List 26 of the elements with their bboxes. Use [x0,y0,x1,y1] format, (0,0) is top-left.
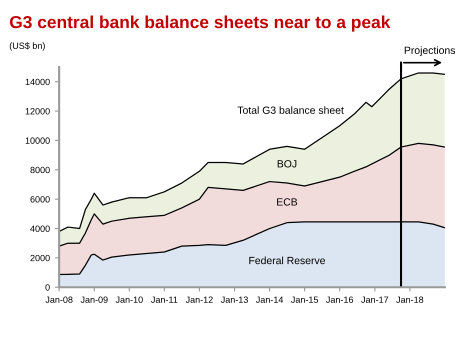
series-label: Federal Reserve [249,256,326,264]
annotation: Total G3 balance sheet [238,106,344,114]
x-tick-label: Jan-09 [80,296,108,303]
y-tick-label: 14000 [26,78,50,86]
x-tick-label: Jan-17 [361,296,388,303]
y-tick-label: 2000 [30,254,50,262]
x-tick-label: Jan-10 [116,296,143,303]
y-tick-label: 8000 [30,166,50,174]
y-tick-label: 0 [45,284,50,291]
x-tick-label: Jan-11 [151,296,178,303]
series-label: BOJ [278,160,296,168]
x-tick-label: Jan-14 [256,296,284,303]
x-tick-label: Jan-08 [45,296,73,303]
x-tick-label: Jan-18 [396,296,424,303]
series-label: ECB [277,198,298,206]
x-tick-label: Jan-15 [290,296,318,303]
chart-title: G3 central bank balance sheets near to a peak [10,15,390,32]
x-tick-label: Jan-13 [220,296,248,303]
x-tick-label: Jan-12 [186,296,213,303]
y-tick-label: 10000 [26,137,50,144]
ref-line-label: Projections [404,46,456,56]
x-tick-label: Jan-16 [326,296,354,303]
y-tick-label: 12000 [26,108,50,114]
y-tick-label: 6000 [30,196,50,203]
y-tick-label: 4000 [30,226,50,232]
y-axis-title: (US$ bn) [10,42,45,51]
